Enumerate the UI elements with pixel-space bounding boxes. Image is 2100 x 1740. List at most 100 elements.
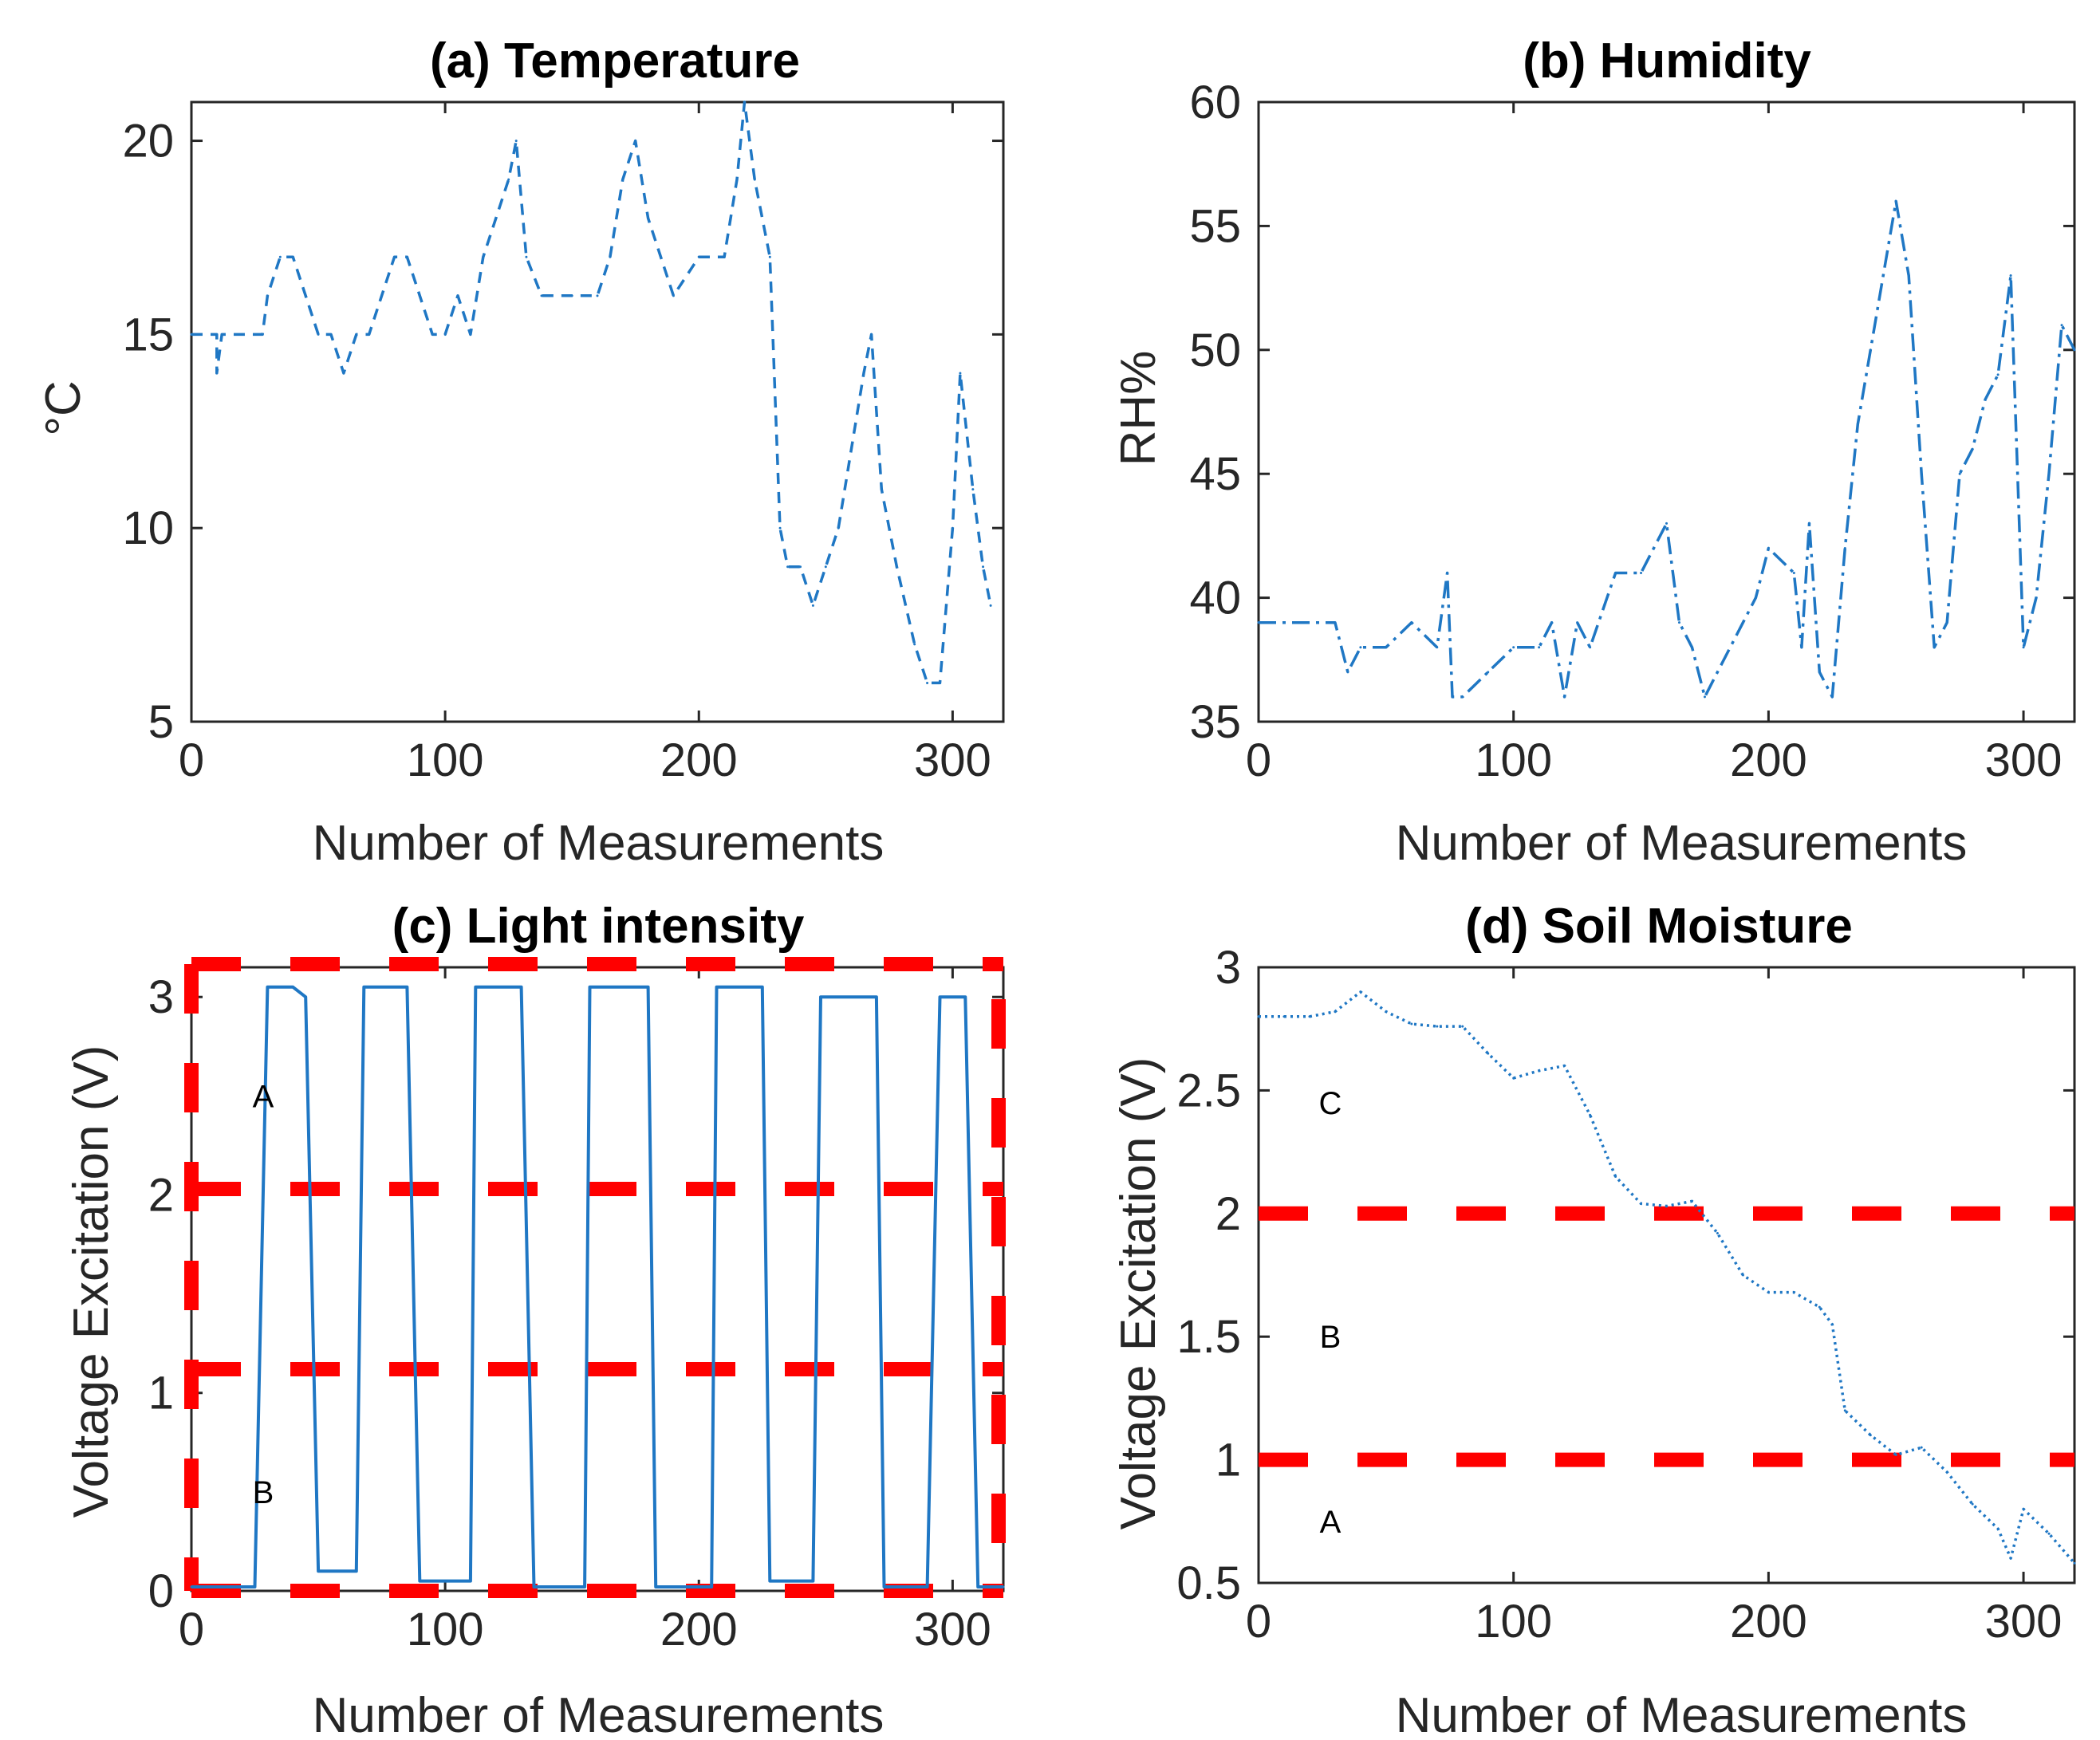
data-point	[266, 986, 269, 989]
data-point	[1830, 1323, 1834, 1326]
data-point	[1907, 274, 1910, 278]
data-point	[1945, 621, 1948, 624]
data-point	[291, 255, 294, 258]
data-point	[938, 995, 941, 998]
data-point	[951, 526, 954, 529]
data-point	[190, 333, 193, 336]
data-point	[1741, 621, 1744, 624]
data-point	[875, 995, 878, 998]
data-point	[474, 986, 477, 989]
panel-title: (b) Humidity	[1523, 33, 1811, 89]
data-point	[1881, 274, 1885, 278]
data-point	[220, 333, 223, 336]
data-point	[215, 333, 219, 336]
data-point	[1830, 695, 1834, 699]
data-point	[1996, 373, 2000, 376]
data-point	[799, 565, 802, 569]
data-point	[1792, 572, 1795, 575]
data-point	[1640, 572, 1643, 575]
data-point	[819, 995, 822, 998]
data-point	[862, 372, 865, 375]
data-point	[786, 565, 790, 569]
region-label: B	[253, 1475, 274, 1510]
y-tick-label: 60	[1189, 77, 1241, 128]
data-point	[596, 294, 599, 297]
data-point	[254, 1585, 257, 1588]
x-tick-label: 300	[1985, 1596, 2063, 1647]
x-tick-label: 0	[1246, 734, 1271, 786]
data-point	[1843, 1409, 1846, 1412]
data-point	[697, 255, 700, 258]
data-point	[2060, 324, 2063, 327]
data-point	[1512, 646, 1515, 649]
data-point	[1436, 646, 1439, 649]
data-point	[1538, 1069, 1541, 1073]
data-point	[355, 333, 358, 336]
data-point	[329, 333, 333, 336]
data-point	[609, 255, 612, 258]
data-point	[2073, 348, 2076, 352]
data-point	[1282, 1015, 1286, 1018]
data-point	[1677, 621, 1680, 624]
data-point	[971, 488, 975, 491]
y-tick-label: 40	[1189, 573, 1241, 624]
data-point	[672, 294, 675, 297]
data-point	[882, 1585, 885, 1588]
data-point	[1359, 990, 1362, 994]
data-point	[355, 1569, 358, 1573]
data-series-line	[191, 100, 992, 685]
data-point	[507, 178, 510, 181]
data-point	[588, 986, 591, 989]
data-point	[494, 217, 498, 220]
data-point	[540, 294, 543, 297]
y-axis-label: Voltage Excitation (V)	[64, 1045, 119, 1518]
data-point	[317, 1569, 320, 1573]
panel-temperature: (a) Temperature Number of Measurements °…	[36, 33, 1005, 871]
data-point	[525, 255, 528, 258]
data-point	[1614, 572, 1617, 575]
data-point	[1589, 646, 1592, 649]
axes-box	[190, 100, 1005, 723]
data-point	[1487, 671, 1490, 674]
data-point	[1589, 1113, 1592, 1116]
data-point	[1461, 695, 1464, 699]
data-point	[1971, 1502, 1974, 1506]
data-point	[1665, 522, 1668, 525]
data-point	[1792, 1291, 1795, 1294]
data-point	[482, 255, 485, 258]
data-point	[1843, 546, 1846, 549]
data-point	[342, 372, 345, 375]
y-tick-label: 1.5	[1176, 1311, 1241, 1363]
y-tick-label: 2	[1215, 1188, 1241, 1240]
data-point	[1385, 1010, 1388, 1014]
data-point	[1653, 546, 1656, 549]
data-point	[2073, 1561, 2076, 1565]
y-tick-label: 1	[1215, 1435, 1241, 1486]
x-axis-label: Number of Measurements	[313, 1688, 885, 1740]
y-tick-label: 15	[122, 309, 174, 360]
data-series-line	[1259, 990, 2076, 1565]
x-axis-label: Number of Measurements	[313, 816, 885, 871]
data-point	[926, 1585, 929, 1588]
data-point	[811, 604, 814, 607]
data-point	[1945, 1470, 1948, 1474]
data-point	[1385, 646, 1388, 649]
data-point	[959, 372, 962, 375]
x-tick-label: 100	[1475, 734, 1552, 786]
data-point	[1257, 621, 1260, 624]
data-point	[1538, 646, 1541, 649]
data-point	[778, 526, 782, 529]
data-point	[1487, 1052, 1490, 1055]
y-tick-label: 1	[148, 1368, 174, 1419]
data-point	[926, 681, 929, 684]
data-point	[768, 1580, 771, 1583]
data-point	[1920, 472, 1923, 475]
y-tick-label: 2.5	[1176, 1065, 1241, 1116]
data-point	[1703, 695, 1706, 699]
data-point	[443, 333, 447, 336]
y-tick-label: 3	[148, 971, 174, 1023]
data-point	[1410, 1022, 1413, 1025]
y-tick-label: 5	[148, 696, 174, 748]
data-point	[2047, 472, 2051, 475]
data-point	[380, 294, 384, 297]
